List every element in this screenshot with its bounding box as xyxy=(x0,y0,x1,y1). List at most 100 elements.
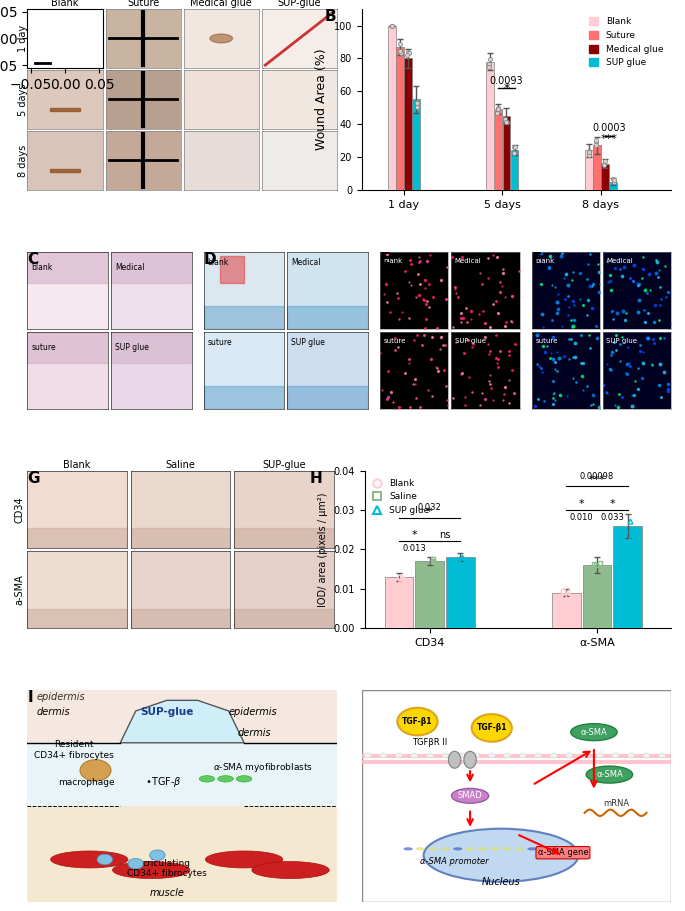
Ellipse shape xyxy=(252,862,329,878)
Text: TGFβR II: TGFβR II xyxy=(412,738,447,747)
Text: SUP glue: SUP glue xyxy=(455,338,486,344)
Bar xyxy=(27,332,108,363)
Ellipse shape xyxy=(564,847,574,851)
Circle shape xyxy=(150,850,165,861)
Legend: Blank, Saline, SUP glue: Blank, Saline, SUP glue xyxy=(369,476,433,518)
Bar xyxy=(50,47,80,50)
Text: TGF-β1: TGF-β1 xyxy=(477,723,507,732)
Text: *: * xyxy=(610,499,615,509)
Text: suture: suture xyxy=(535,338,558,344)
Text: blank: blank xyxy=(384,258,403,264)
Text: TGF-β1: TGF-β1 xyxy=(402,717,433,726)
Y-axis label: 5 days: 5 days xyxy=(18,83,28,116)
Circle shape xyxy=(442,753,449,758)
Text: $\bullet$TGF-$\beta$: $\bullet$TGF-$\beta$ xyxy=(145,775,182,789)
Text: suture: suture xyxy=(32,343,56,353)
Text: 0.032: 0.032 xyxy=(418,503,442,512)
Text: *: * xyxy=(412,530,417,540)
Y-axis label: 8 days: 8 days xyxy=(18,144,28,177)
Bar xyxy=(131,528,230,548)
Bar xyxy=(415,561,444,628)
Bar xyxy=(552,592,581,628)
Circle shape xyxy=(597,753,603,758)
Text: epidermis: epidermis xyxy=(37,692,86,702)
Circle shape xyxy=(643,753,650,758)
Text: Nucleus: Nucleus xyxy=(482,877,521,887)
FancyBboxPatch shape xyxy=(27,806,337,902)
Text: *: * xyxy=(503,82,510,95)
Ellipse shape xyxy=(112,862,190,878)
Circle shape xyxy=(612,753,619,758)
Ellipse shape xyxy=(503,847,512,851)
Text: macrophage: macrophage xyxy=(58,778,115,787)
Text: α-SMA gene: α-SMA gene xyxy=(538,848,588,857)
Circle shape xyxy=(658,753,666,758)
Bar xyxy=(288,385,368,409)
Text: criculating
CD34+ fibrocytes: criculating CD34+ fibrocytes xyxy=(127,859,207,878)
Title: Blank: Blank xyxy=(64,460,91,470)
Bar xyxy=(203,305,284,329)
Bar xyxy=(234,609,334,628)
Ellipse shape xyxy=(210,34,232,43)
Ellipse shape xyxy=(218,775,234,782)
Text: A: A xyxy=(27,9,39,24)
Circle shape xyxy=(410,753,418,758)
Ellipse shape xyxy=(453,847,462,851)
Circle shape xyxy=(395,753,403,758)
Legend: Blank, Suture, Medical glue, SUP glue: Blank, Suture, Medical glue, SUP glue xyxy=(586,14,667,71)
Title: SUP-glue: SUP-glue xyxy=(262,460,306,470)
Text: Medical: Medical xyxy=(455,258,482,264)
Bar xyxy=(50,108,80,111)
Bar xyxy=(446,558,475,628)
Title: Medical glue: Medical glue xyxy=(190,0,252,8)
Text: C: C xyxy=(27,251,38,267)
Circle shape xyxy=(565,753,573,758)
Bar xyxy=(111,251,192,282)
FancyBboxPatch shape xyxy=(27,690,337,742)
Text: ***: *** xyxy=(588,476,606,486)
Title: Blank: Blank xyxy=(51,0,79,8)
Text: E: E xyxy=(380,251,390,267)
Circle shape xyxy=(80,760,111,781)
Ellipse shape xyxy=(206,851,283,868)
Text: B: B xyxy=(325,9,336,24)
Bar xyxy=(27,609,127,628)
Bar xyxy=(503,116,510,189)
Circle shape xyxy=(426,753,434,758)
Text: α-SMA: α-SMA xyxy=(596,770,623,779)
Ellipse shape xyxy=(586,766,633,783)
Bar xyxy=(388,26,396,189)
Circle shape xyxy=(97,855,112,865)
Text: Medical: Medical xyxy=(291,258,321,267)
Bar xyxy=(613,526,642,628)
Bar xyxy=(234,528,334,548)
Bar xyxy=(362,760,671,764)
Ellipse shape xyxy=(236,775,252,782)
Bar xyxy=(495,109,502,189)
Ellipse shape xyxy=(440,847,450,851)
Text: 0.0003: 0.0003 xyxy=(593,123,626,133)
Text: SUP-glue: SUP-glue xyxy=(140,707,193,717)
Bar xyxy=(412,99,420,189)
Text: blank: blank xyxy=(32,263,53,272)
Text: Medical: Medical xyxy=(115,263,145,272)
Title: Saline: Saline xyxy=(166,460,196,470)
Circle shape xyxy=(364,753,372,758)
Circle shape xyxy=(457,753,464,758)
Text: suture: suture xyxy=(208,338,232,347)
Text: D: D xyxy=(203,251,216,267)
Text: 0.010: 0.010 xyxy=(570,513,593,522)
Ellipse shape xyxy=(490,847,499,851)
Circle shape xyxy=(379,753,387,758)
Bar xyxy=(385,577,413,628)
Text: epidermis: epidermis xyxy=(229,707,277,717)
Circle shape xyxy=(581,753,588,758)
FancyBboxPatch shape xyxy=(27,742,337,806)
Text: blank: blank xyxy=(535,258,554,264)
Ellipse shape xyxy=(451,788,488,804)
Ellipse shape xyxy=(403,847,413,851)
Circle shape xyxy=(519,753,526,758)
Text: ns: ns xyxy=(439,530,451,540)
Circle shape xyxy=(472,714,512,742)
Ellipse shape xyxy=(465,847,475,851)
